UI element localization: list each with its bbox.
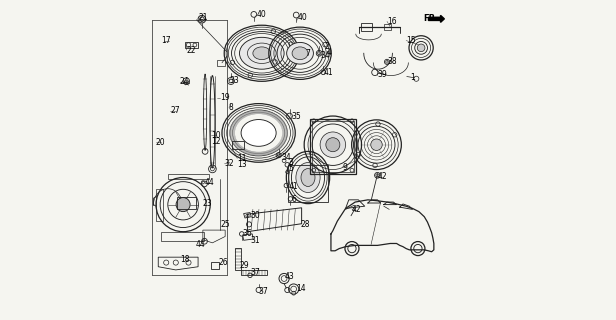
Text: 1: 1 [411,73,415,82]
Text: 11: 11 [237,154,247,163]
Text: 8: 8 [229,103,233,112]
Bar [211,262,219,269]
Text: 13: 13 [237,160,247,169]
Text: 36: 36 [243,229,253,238]
Text: FR.: FR. [423,14,439,23]
Text: 10: 10 [211,131,221,140]
Text: 17: 17 [161,36,171,45]
Text: 33: 33 [229,76,239,85]
Text: 40: 40 [256,10,266,19]
Text: 5: 5 [288,164,293,173]
Text: 42: 42 [378,172,387,181]
Text: 37: 37 [259,287,269,296]
Text: 40: 40 [298,13,307,22]
Ellipse shape [326,138,340,152]
Circle shape [371,139,383,150]
Text: 18: 18 [180,255,189,264]
Text: 41: 41 [288,182,298,191]
Ellipse shape [240,37,284,69]
Ellipse shape [286,43,314,64]
Text: 4: 4 [326,48,331,57]
Bar [288,165,328,202]
Text: 30: 30 [250,211,260,220]
Ellipse shape [292,47,308,60]
Text: 39: 39 [378,70,387,79]
Text: 9: 9 [342,163,347,172]
Text: 22: 22 [186,45,196,55]
Circle shape [176,197,190,212]
Ellipse shape [320,132,346,157]
Ellipse shape [301,169,315,187]
Text: 12: 12 [211,137,221,146]
Text: 2: 2 [325,42,330,52]
Text: 28: 28 [301,220,310,229]
Ellipse shape [241,120,276,146]
Bar [232,141,244,149]
Text: 16: 16 [387,17,397,26]
Bar [185,42,198,48]
Text: 41: 41 [323,68,333,77]
Text: 37: 37 [250,268,260,277]
Text: 44: 44 [196,240,206,249]
Text: 34: 34 [320,51,330,60]
Text: 14: 14 [296,284,306,292]
Bar [360,23,371,31]
Bar [177,197,197,209]
Bar [312,122,354,172]
Text: 38: 38 [387,57,397,66]
Text: 32: 32 [224,159,234,168]
Text: 7: 7 [306,49,310,58]
Text: 26: 26 [218,258,228,267]
Text: 44: 44 [205,179,214,188]
Text: 27: 27 [171,106,180,115]
Text: 6: 6 [291,195,296,204]
Text: 23: 23 [202,198,212,207]
Text: 21: 21 [199,13,208,22]
Text: 35: 35 [291,113,301,122]
Polygon shape [429,15,444,22]
Text: 19: 19 [221,93,230,102]
Text: 20: 20 [156,138,165,147]
Text: 29: 29 [240,261,249,270]
Text: 25: 25 [221,220,230,229]
Bar [217,60,225,66]
Bar [310,119,356,174]
Ellipse shape [253,47,270,60]
Text: 34: 34 [282,153,291,162]
Bar [384,24,392,30]
Text: 15: 15 [406,36,416,45]
Text: 43: 43 [285,272,295,281]
Text: 24: 24 [180,77,190,86]
Ellipse shape [296,163,320,193]
Text: 42: 42 [352,205,362,214]
Text: 3: 3 [288,158,293,167]
Circle shape [417,44,425,52]
Text: 31: 31 [250,236,259,245]
